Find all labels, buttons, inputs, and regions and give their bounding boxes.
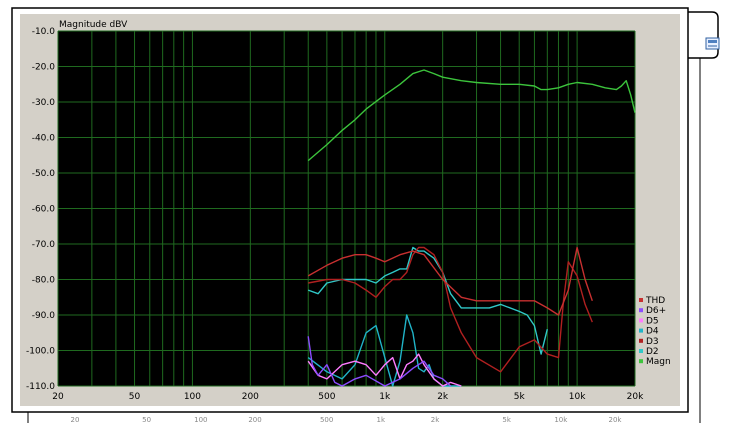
y-tick-label: -50.0 <box>32 169 56 179</box>
y-tick-label: -60.0 <box>32 205 56 215</box>
legend-swatch <box>639 359 643 364</box>
x-tick-label-ghost: 5k <box>502 416 511 423</box>
x-tick-label: 2k <box>437 392 449 402</box>
x-tick-label-ghost: 10k <box>554 416 568 423</box>
x-tick-labels-ghost: 20 50 100 200 500 1k 2k 5k 10k 20k <box>71 416 623 423</box>
x-tick-label: 100 <box>184 392 201 402</box>
x-tick-label-ghost: 20k <box>609 416 623 423</box>
document-save-icon[interactable] <box>705 37 720 50</box>
legend-label: D4 <box>646 327 659 337</box>
x-tick-label-ghost: 2k <box>431 416 440 423</box>
series-line-thd <box>307 246 593 316</box>
y-tick-label: -40.0 <box>32 134 56 144</box>
legend-label: THD <box>645 296 665 306</box>
x-tick-label: 1k <box>379 392 391 402</box>
window-tab-bracket <box>688 11 719 59</box>
y-tick-label: -20.0 <box>32 63 56 73</box>
legend-label: D5 <box>646 316 659 326</box>
legend-label: Magn <box>646 357 671 367</box>
y-tick-label: -70.0 <box>32 240 56 250</box>
x-tick-label: 50 <box>129 392 141 402</box>
y-tick-label: -110.0 <box>26 382 55 392</box>
x-tick-label-ghost: 200 <box>248 416 261 423</box>
series-line-d3 <box>308 246 593 373</box>
x-tick-label-ghost: 500 <box>320 416 333 423</box>
series-line-d6- <box>307 336 452 387</box>
legend-swatch <box>639 349 643 353</box>
series-line-magn <box>307 69 636 162</box>
x-tick-label-ghost: 50 <box>142 416 151 423</box>
x-tick-label-ghost: 1k <box>377 416 386 423</box>
legend-label: D6+ <box>646 306 666 316</box>
legend-swatch <box>639 298 643 302</box>
x-tick-label: 5k <box>514 392 526 402</box>
series-line-d5 <box>307 353 462 387</box>
x-tick-label-ghost: 100 <box>194 416 207 423</box>
y-tick-label: -30.0 <box>32 98 56 108</box>
y-tick-label: -90.0 <box>32 311 56 321</box>
y-tick-labels: -10.0 -20.0 -30.0 -40.0 -50.0 -60.0 -70.0 -80.0… <box>26 27 55 392</box>
legend-label: D3 <box>646 337 659 347</box>
x-tick-label-ghost: 20 <box>71 416 80 423</box>
legend-swatch <box>639 338 643 343</box>
legend-swatch <box>639 308 643 313</box>
x-tick-label: 10k <box>569 392 586 402</box>
series-lines <box>307 69 636 387</box>
x-tick-label: 200 <box>242 392 259 402</box>
y-tick-label: -80.0 <box>32 276 56 286</box>
legend-swatch <box>639 328 643 333</box>
legend-swatch <box>639 318 643 323</box>
x-tick-labels: 20 50 100 200 500 1k 2k 5k 10k 20k <box>52 392 644 402</box>
y-axis-title: Magnitude dBV <box>59 20 128 30</box>
y-tick-label: -10.0 <box>32 27 56 37</box>
legend-label: D2 <box>646 347 659 357</box>
y-tick-label: -100.0 <box>26 347 55 357</box>
series-line-d2 <box>307 246 548 355</box>
x-tick-label: 20 <box>52 392 64 402</box>
x-tick-label: 20k <box>627 392 644 402</box>
x-tick-label: 500 <box>318 392 335 402</box>
